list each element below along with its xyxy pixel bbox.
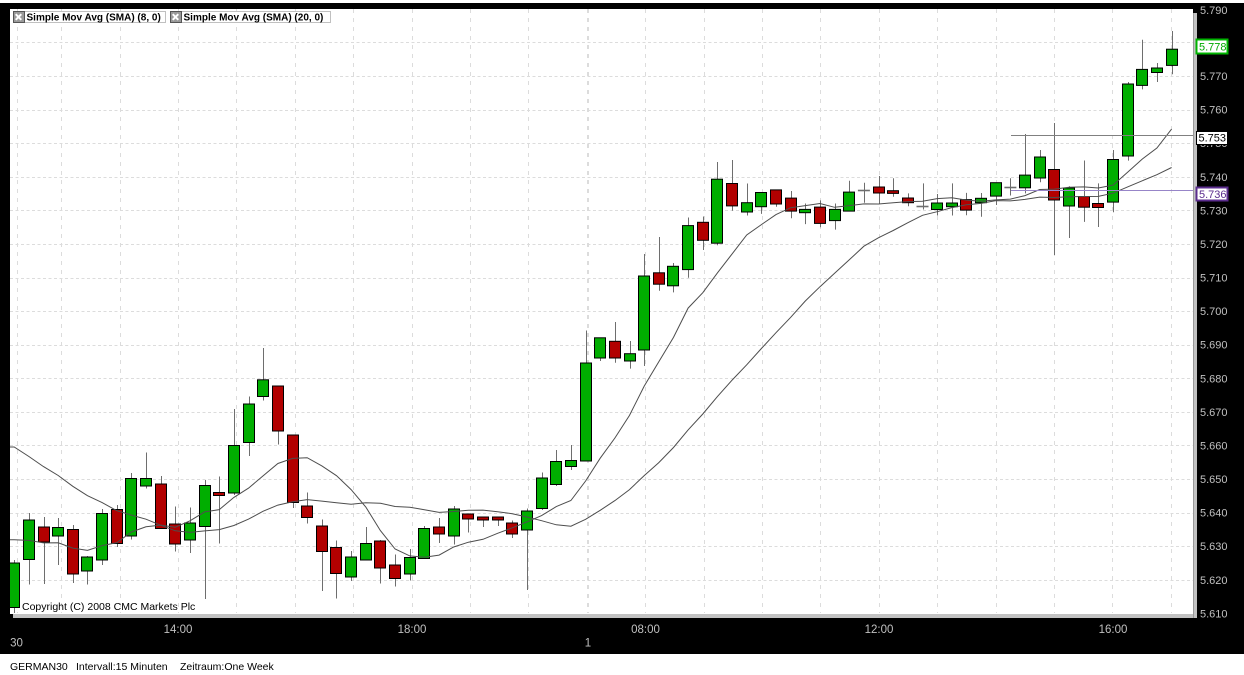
svg-text:5.640: 5.640 bbox=[1200, 508, 1228, 520]
svg-text:5.680: 5.680 bbox=[1200, 373, 1228, 385]
svg-text:5.760: 5.760 bbox=[1200, 105, 1228, 117]
svg-text:5.736: 5.736 bbox=[1199, 189, 1227, 201]
svg-text:30: 30 bbox=[10, 638, 23, 650]
svg-text:5.660: 5.660 bbox=[1200, 440, 1228, 452]
svg-text:5.740: 5.740 bbox=[1200, 172, 1228, 184]
svg-text:08:00: 08:00 bbox=[631, 624, 660, 636]
svg-text:5.670: 5.670 bbox=[1200, 407, 1228, 419]
svg-text:12:00: 12:00 bbox=[865, 624, 894, 636]
svg-text:Simple Mov Avg (SMA) (20, 0): Simple Mov Avg (SMA) (20, 0) bbox=[184, 13, 324, 24]
svg-text:GERMAN30: GERMAN30 bbox=[10, 661, 68, 673]
svg-text:5.620: 5.620 bbox=[1200, 575, 1228, 587]
svg-text:Intervall:15 Minuten: Intervall:15 Minuten bbox=[76, 661, 168, 673]
svg-text:5.790: 5.790 bbox=[1200, 5, 1228, 17]
svg-text:Copyright (C) 2008 CMC Markets: Copyright (C) 2008 CMC Markets Plc bbox=[22, 601, 195, 613]
svg-text:5.610: 5.610 bbox=[1200, 609, 1228, 621]
svg-text:5.650: 5.650 bbox=[1200, 474, 1228, 486]
svg-text:5.710: 5.710 bbox=[1200, 273, 1228, 285]
svg-text:5.770: 5.770 bbox=[1200, 71, 1228, 83]
svg-text:5.630: 5.630 bbox=[1200, 541, 1228, 553]
svg-text:16:00: 16:00 bbox=[1099, 624, 1128, 636]
svg-text:5.690: 5.690 bbox=[1200, 340, 1228, 352]
svg-text:1: 1 bbox=[585, 638, 591, 650]
svg-text:Zeitraum:One Week: Zeitraum:One Week bbox=[180, 661, 275, 673]
svg-text:5.720: 5.720 bbox=[1200, 239, 1228, 251]
svg-text:14:00: 14:00 bbox=[164, 624, 193, 636]
svg-text:5.778: 5.778 bbox=[1199, 42, 1227, 54]
svg-text:5.730: 5.730 bbox=[1200, 205, 1228, 217]
svg-text:Simple Mov Avg (SMA) (8, 0): Simple Mov Avg (SMA) (8, 0) bbox=[27, 13, 161, 24]
svg-text:5.700: 5.700 bbox=[1200, 306, 1228, 318]
svg-text:18:00: 18:00 bbox=[398, 624, 427, 636]
svg-text:5.753: 5.753 bbox=[1199, 133, 1227, 145]
